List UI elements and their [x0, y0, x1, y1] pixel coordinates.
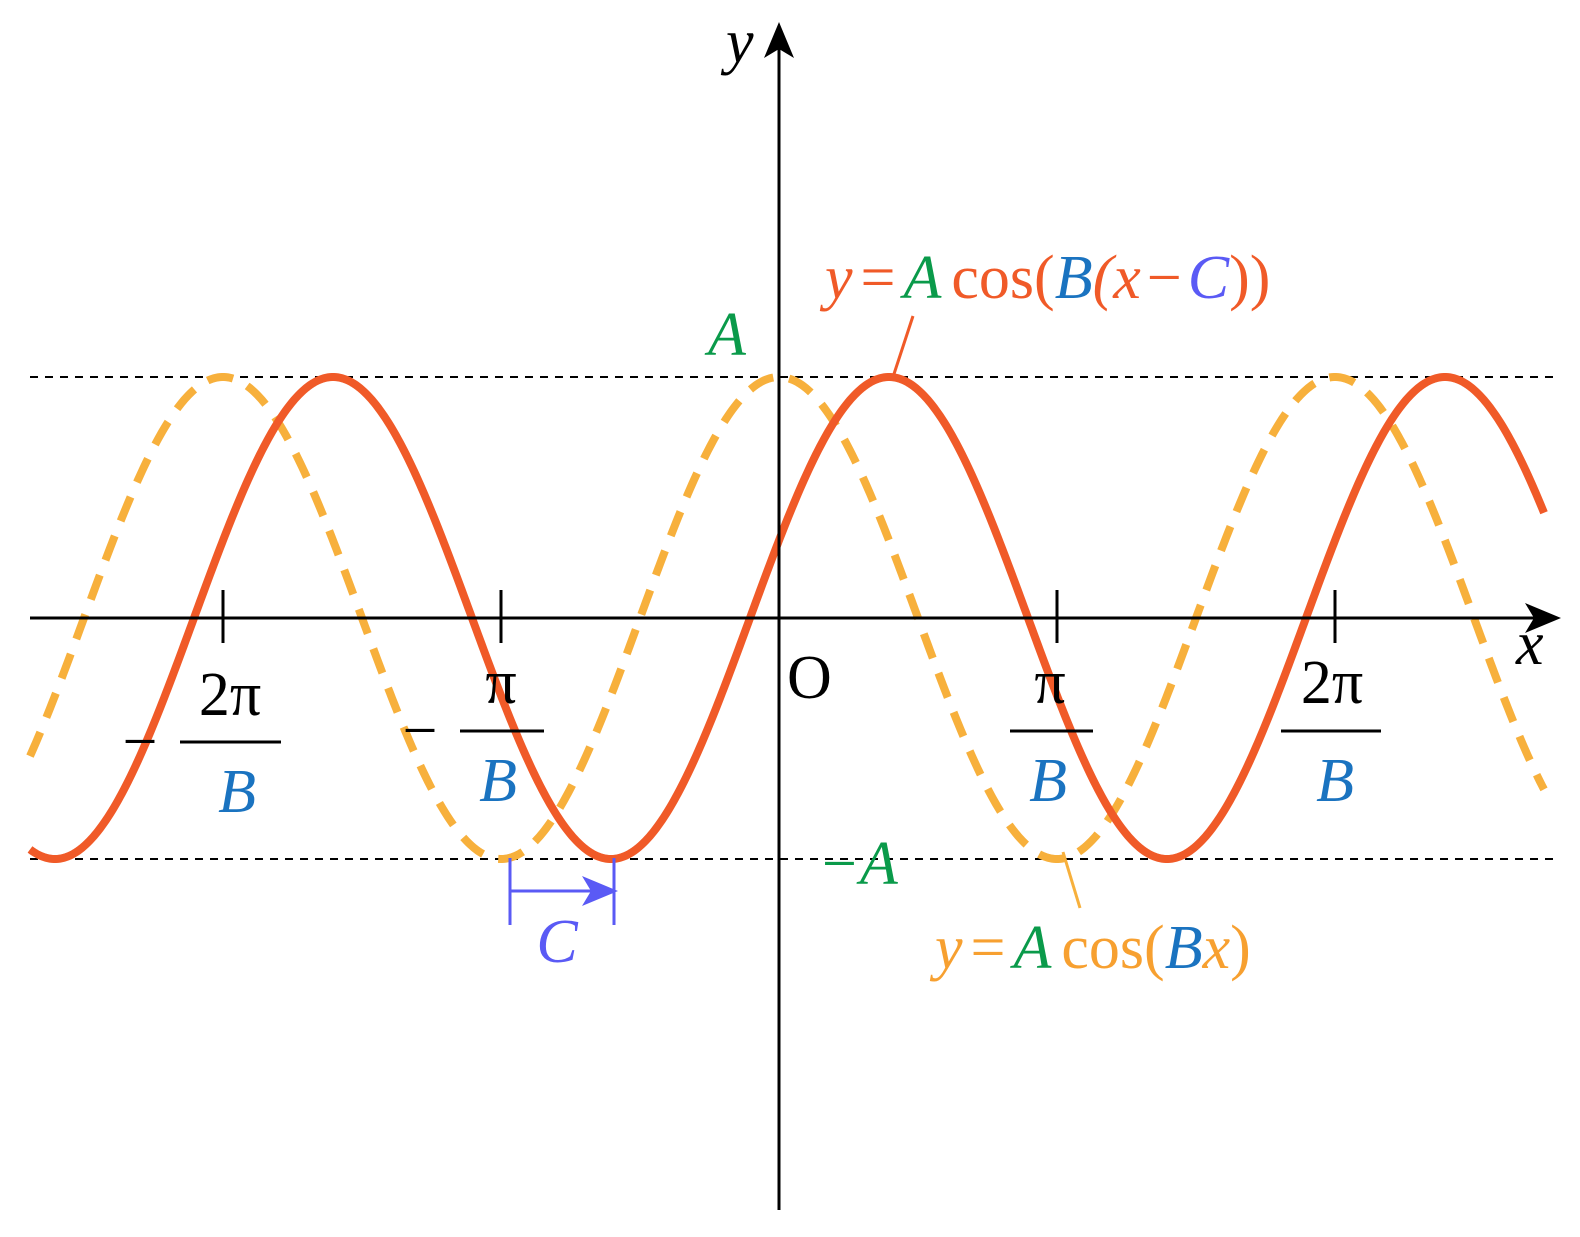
eq-part: ) — [1230, 914, 1251, 982]
eq-part: y — [929, 914, 963, 982]
origin-label: O — [787, 644, 832, 712]
eq-part: y — [819, 244, 853, 312]
eq-part: cos — [1061, 914, 1144, 982]
amplitude-label: A — [704, 301, 747, 369]
eq-part: B — [1165, 914, 1203, 982]
tick-denominator: B — [1029, 747, 1067, 815]
shift-bracket — [508, 858, 618, 925]
tick-sign: − — [403, 697, 438, 765]
tick-marks — [180, 590, 1381, 744]
tick-sign: − — [123, 708, 158, 776]
eq-part: )) — [1229, 244, 1270, 312]
eq-part: (x — [1093, 244, 1142, 312]
neg-amplitude-label: −A — [818, 830, 899, 898]
eq-part: A — [1010, 914, 1053, 982]
eq-part: B — [1055, 244, 1093, 312]
shift-label: C — [536, 908, 578, 976]
leader — [891, 315, 915, 378]
eq-part: A — [900, 244, 943, 312]
tick-denominator: B — [218, 758, 256, 826]
tick-numerator: 2π — [199, 661, 261, 729]
leader — [1061, 851, 1082, 909]
x-label: x — [1515, 610, 1544, 678]
shifted-curve — [27, 373, 1548, 863]
tick-numerator: π — [485, 649, 516, 717]
base-curve — [26, 373, 1548, 863]
tick-numerator: π — [1034, 649, 1065, 717]
eq-part: x — [1202, 914, 1231, 982]
eq-part: = — [861, 244, 896, 312]
eq-part: ( — [1144, 914, 1165, 982]
eq-part: C — [1188, 244, 1230, 312]
eq-part: = — [971, 914, 1006, 982]
eq-part: − — [1147, 244, 1182, 312]
y-label: y — [720, 8, 754, 76]
tick-numerator: 2π — [1301, 649, 1363, 717]
eq-part: ( — [1034, 244, 1055, 312]
tick-denominator: B — [479, 747, 517, 815]
tick-denominator: B — [1316, 747, 1354, 815]
eq-part: cos — [951, 244, 1034, 312]
